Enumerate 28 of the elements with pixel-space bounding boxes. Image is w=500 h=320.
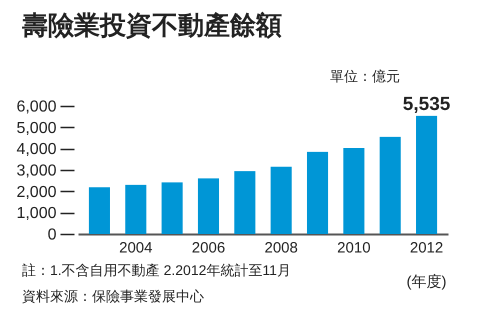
x-tick-label: 2004 <box>119 240 152 256</box>
y-tick-label: 0 <box>48 226 57 244</box>
bar <box>198 178 220 234</box>
bar <box>343 148 364 234</box>
y-tick-label: 4,000 <box>16 141 57 158</box>
chart-subtitle: 單位：億元 <box>330 68 400 86</box>
bar <box>162 182 183 234</box>
bar <box>270 166 292 234</box>
y-tick-label: 1,000 <box>16 205 57 222</box>
y-tick-label: 2,000 <box>16 184 57 201</box>
bar <box>416 116 438 234</box>
x-axis-title: (年度) <box>406 274 446 290</box>
text: 註：1.不含自用不動產 2.2012年統計至11月 <box>22 262 291 280</box>
y-tick-label: 3,000 <box>16 162 57 180</box>
chart-title: 壽險業投資不動產餘額 <box>22 9 282 42</box>
y-tick-label: 6,000 <box>16 98 57 116</box>
source-note: 資料來源：保險事業發展中心 <box>22 288 204 306</box>
bar <box>380 136 401 234</box>
x-tick-label: 2010 <box>337 240 371 256</box>
bar <box>306 152 328 234</box>
data-label: 5,535 <box>402 94 451 115</box>
y-tick-label: 5,000 <box>16 120 57 137</box>
bar <box>88 187 110 234</box>
x-tick-label: 2006 <box>192 240 226 256</box>
x-tick-label: 2012 <box>410 240 444 256</box>
x-tick-label: 2008 <box>264 240 298 256</box>
bar <box>234 171 256 234</box>
bar <box>125 184 146 234</box>
